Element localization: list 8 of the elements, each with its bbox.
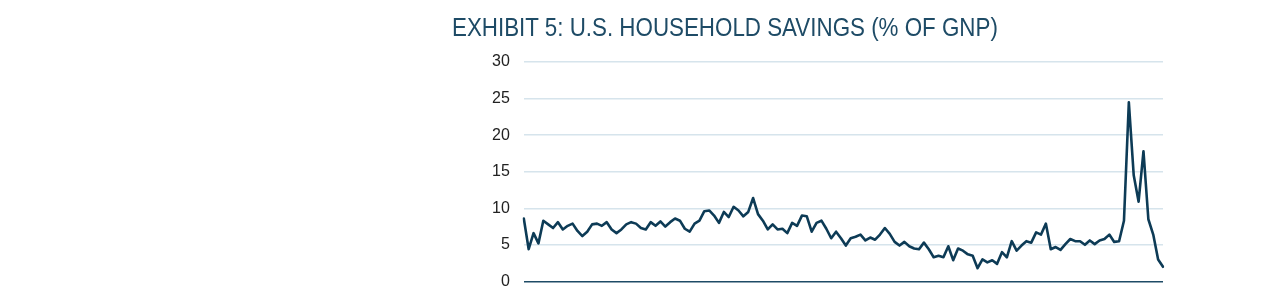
chart-title: EXHIBIT 5: U.S. HOUSEHOLD SAVINGS (% OF GNP) <box>452 12 998 43</box>
y-tick-label: 15 <box>492 162 510 180</box>
y-tick-label: 10 <box>492 198 510 216</box>
y-tick-label: 30 <box>492 52 510 70</box>
y-tick-label: 5 <box>500 235 510 253</box>
y-tick-label: 20 <box>492 125 510 143</box>
y-tick-label: 25 <box>492 88 510 106</box>
y-tick-label: 0 <box>500 271 510 289</box>
